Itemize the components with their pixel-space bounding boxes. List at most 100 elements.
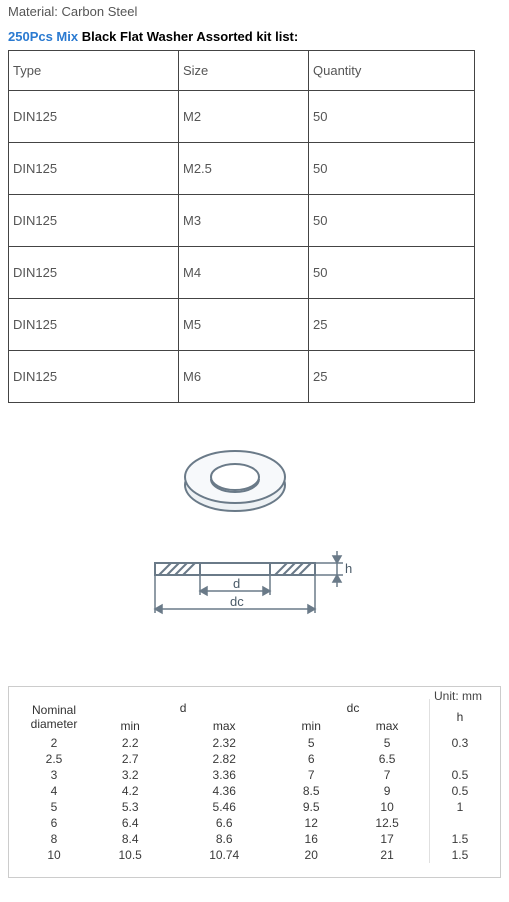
kit-row: DIN125M250 <box>9 91 475 143</box>
spec-cell-h: 0.5 <box>429 767 490 783</box>
spec-cell-h <box>429 815 490 831</box>
spec-cell-h: 1 <box>429 799 490 815</box>
spec-cell-nom: 8 <box>19 831 89 847</box>
spec-cell-nom: 4 <box>19 783 89 799</box>
spec-cell-nom: 5 <box>19 799 89 815</box>
kit-cell-type: DIN125 <box>9 351 179 403</box>
spec-cell-dmin: 3.2 <box>89 767 171 783</box>
kit-cell-size: M2 <box>179 91 309 143</box>
spec-cell-dcmax: 9 <box>345 783 429 799</box>
spec-head-row-1: Nominal diameter d dc h <box>19 699 490 717</box>
spec-cell-dcmin: 16 <box>277 831 345 847</box>
spec-head-dcmax: max <box>345 717 429 735</box>
material-label: Material: Carbon Steel <box>8 4 501 19</box>
spec-cell-dmax: 4.36 <box>171 783 277 799</box>
kit-row: DIN125M625 <box>9 351 475 403</box>
spec-cell-dcmin: 6 <box>277 751 345 767</box>
kit-head-qty: Quantity <box>309 51 475 91</box>
page-title: 250Pcs Mix Black Flat Washer Assorted ki… <box>8 29 501 44</box>
kit-table: Type Size Quantity DIN125M250DIN125M2.55… <box>8 50 475 403</box>
spec-cell-h <box>429 751 490 767</box>
kit-cell-type: DIN125 <box>9 195 179 247</box>
kit-cell-type: DIN125 <box>9 91 179 143</box>
kit-cell-size: M4 <box>179 247 309 299</box>
spec-cell-dmax: 2.82 <box>171 751 277 767</box>
kit-cell-size: M5 <box>179 299 309 351</box>
spec-cell-dcmax: 21 <box>345 847 429 863</box>
spec-row: 55.35.469.5101 <box>19 799 490 815</box>
spec-cell-h: 1.5 <box>429 831 490 847</box>
kit-cell-qty: 50 <box>309 91 475 143</box>
spec-row: 1010.510.7420211.5 <box>19 847 490 863</box>
kit-cell-type: DIN125 <box>9 143 179 195</box>
spec-cell-nom: 3 <box>19 767 89 783</box>
spec-head-dcmin: min <box>277 717 345 735</box>
kit-row: DIN125M525 <box>9 299 475 351</box>
kit-cell-type: DIN125 <box>9 299 179 351</box>
spec-cell-h: 1.5 <box>429 847 490 863</box>
spec-cell-nom: 6 <box>19 815 89 831</box>
spec-cell-h: 0.5 <box>429 783 490 799</box>
spec-cell-dcmin: 20 <box>277 847 345 863</box>
spec-cell-dcmax: 6.5 <box>345 751 429 767</box>
kit-cell-qty: 50 <box>309 247 475 299</box>
kit-cell-qty: 25 <box>309 351 475 403</box>
kit-row: DIN125M450 <box>9 247 475 299</box>
spec-cell-dcmax: 5 <box>345 735 429 751</box>
spec-cell-dmax: 2.32 <box>171 735 277 751</box>
title-rest: Black Flat Washer Assorted kit list: <box>78 29 298 44</box>
spec-cell-dcmin: 9.5 <box>277 799 345 815</box>
spec-cell-dmax: 5.46 <box>171 799 277 815</box>
spec-cell-nom: 10 <box>19 847 89 863</box>
spec-table-box: Unit: mm Nominal diameter d dc h min max… <box>8 686 501 878</box>
spec-head-nominal: Nominal diameter <box>19 699 89 735</box>
page: Material: Carbon Steel 250Pcs Mix Black … <box>0 0 509 898</box>
spec-row: 44.24.368.590.5 <box>19 783 490 799</box>
spec-head-dmax: max <box>171 717 277 735</box>
spec-head-dc: dc <box>277 699 429 717</box>
kit-row: DIN125M2.550 <box>9 143 475 195</box>
spec-cell-dmin: 5.3 <box>89 799 171 815</box>
spec-cell-dmax: 6.6 <box>171 815 277 831</box>
spec-row: 66.46.61212.5 <box>19 815 490 831</box>
dim-dc-label: dc <box>230 594 244 609</box>
kit-cell-qty: 50 <box>309 195 475 247</box>
spec-cell-h: 0.3 <box>429 735 490 751</box>
spec-cell-dcmax: 10 <box>345 799 429 815</box>
kit-cell-size: M2.5 <box>179 143 309 195</box>
washer-svg: d dc h <box>125 433 385 633</box>
spec-cell-dmin: 2.7 <box>89 751 171 767</box>
title-highlight: 250Pcs Mix <box>8 29 78 44</box>
spec-row: 22.22.32550.3 <box>19 735 490 751</box>
spec-head-d: d <box>89 699 277 717</box>
spec-cell-dcmin: 7 <box>277 767 345 783</box>
spec-cell-dcmin: 8.5 <box>277 783 345 799</box>
spec-cell-dmin: 8.4 <box>89 831 171 847</box>
spec-cell-dcmin: 5 <box>277 735 345 751</box>
kit-head-row: Type Size Quantity <box>9 51 475 91</box>
spec-head-row-2: min max min max <box>19 717 490 735</box>
spec-cell-dcmax: 12.5 <box>345 815 429 831</box>
kit-cell-qty: 25 <box>309 299 475 351</box>
washer-diagram: d dc h <box>8 433 501 636</box>
spec-row: 33.23.36770.5 <box>19 767 490 783</box>
spec-row: 2.52.72.8266.5 <box>19 751 490 767</box>
kit-cell-size: M3 <box>179 195 309 247</box>
unit-label: Unit: mm <box>434 689 482 703</box>
spec-cell-dmax: 10.74 <box>171 847 277 863</box>
spec-cell-dmin: 6.4 <box>89 815 171 831</box>
spec-cell-nom: 2.5 <box>19 751 89 767</box>
kit-head-size: Size <box>179 51 309 91</box>
spec-cell-dmin: 10.5 <box>89 847 171 863</box>
spec-head-dmin: min <box>89 717 171 735</box>
spec-cell-dmax: 8.6 <box>171 831 277 847</box>
spec-cell-dcmin: 12 <box>277 815 345 831</box>
spec-cell-nom: 2 <box>19 735 89 751</box>
spec-cell-dmin: 4.2 <box>89 783 171 799</box>
kit-head-type: Type <box>9 51 179 91</box>
spec-cell-dmax: 3.36 <box>171 767 277 783</box>
spec-cell-dcmax: 17 <box>345 831 429 847</box>
kit-cell-qty: 50 <box>309 143 475 195</box>
dim-h-label: h <box>345 561 352 576</box>
spec-row: 88.48.616171.5 <box>19 831 490 847</box>
